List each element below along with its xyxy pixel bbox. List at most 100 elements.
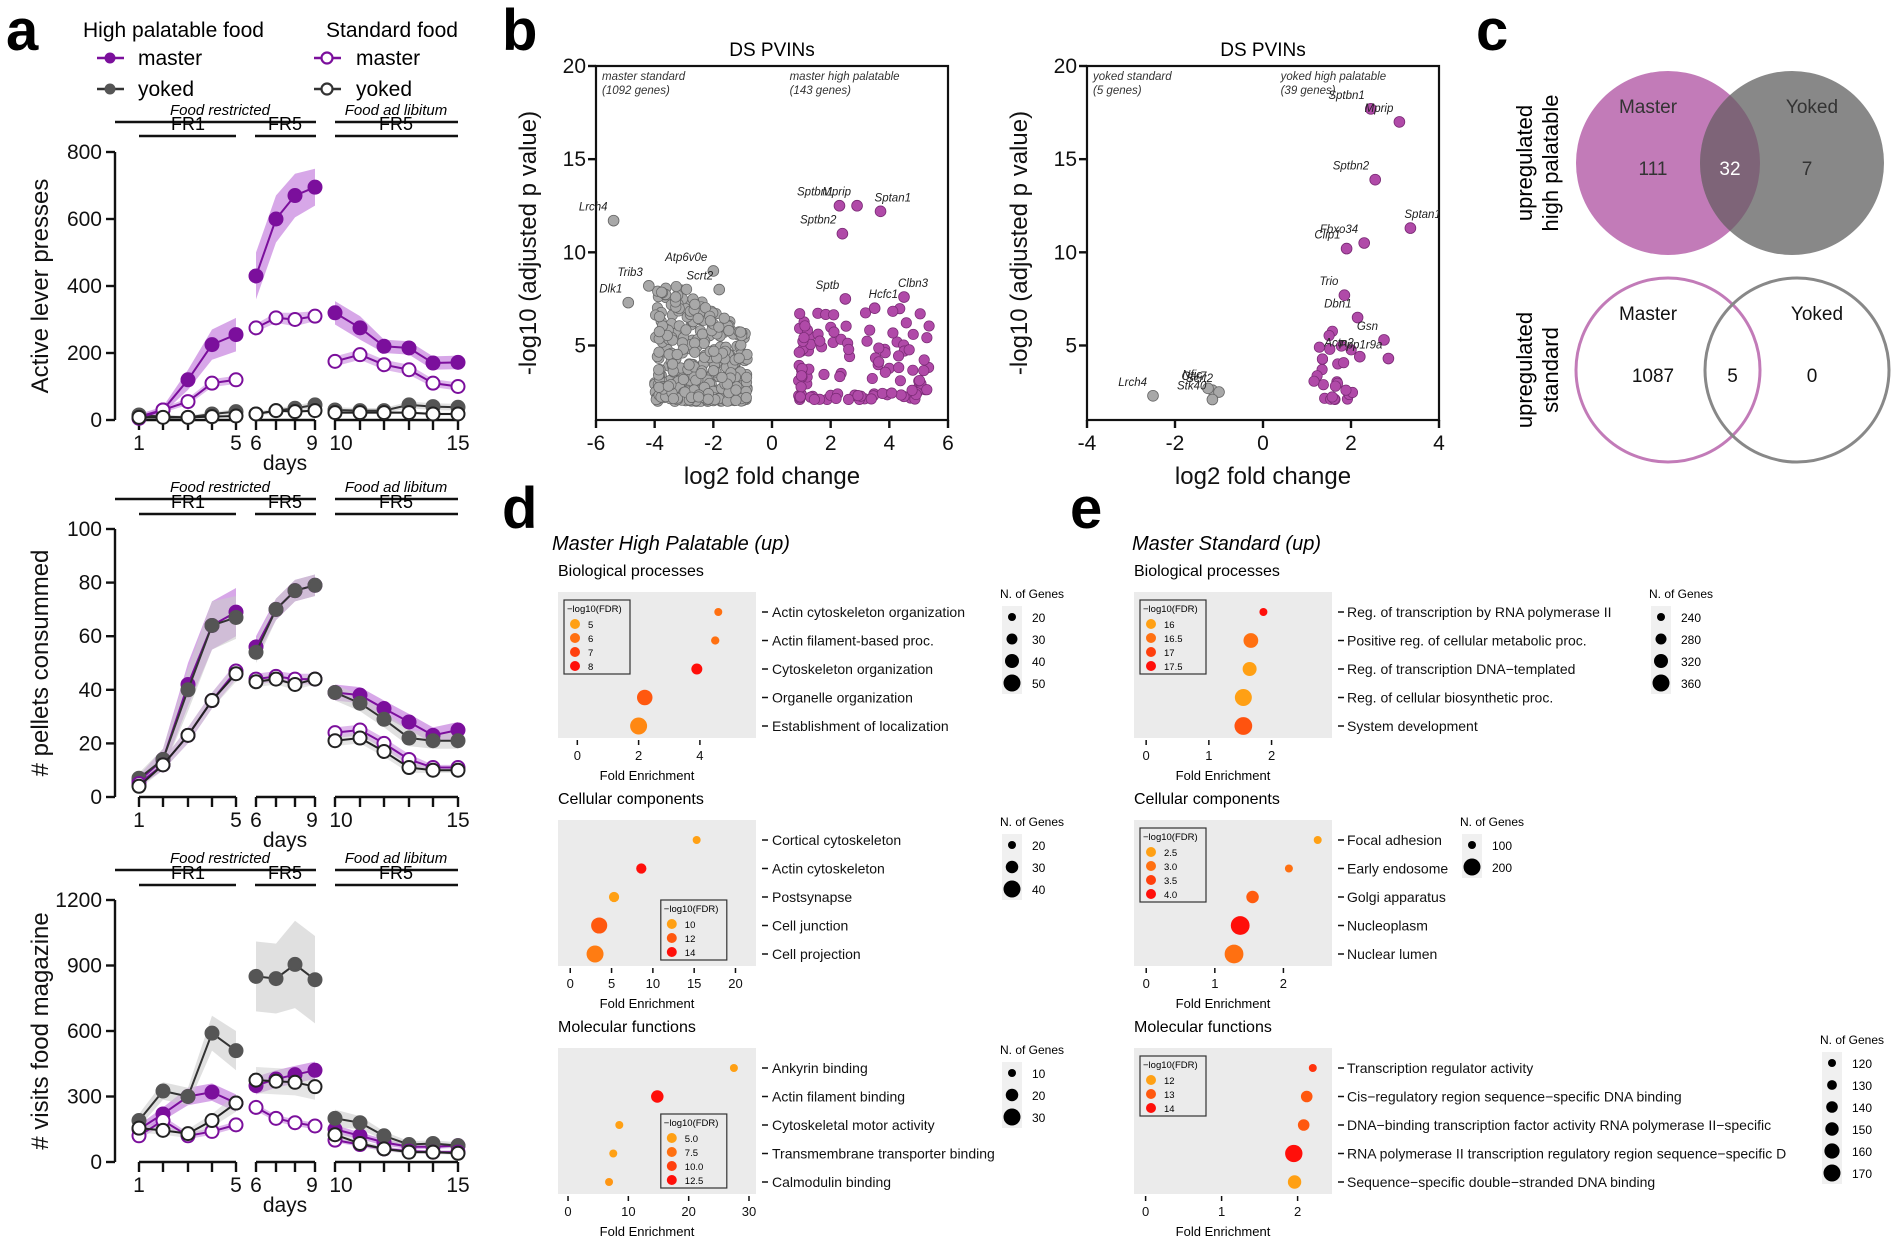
gene-point-labeled [836, 227, 849, 240]
gene-point [735, 339, 747, 351]
x-axis-label: Fold Enrichment [1176, 1224, 1271, 1237]
x-tick-label: 1 [1218, 1204, 1225, 1219]
go-term-point [1300, 1090, 1313, 1103]
y-axis-label: -log10 (adjusted p value) [515, 111, 542, 375]
gene-point [713, 321, 725, 333]
data-point [155, 409, 171, 425]
x-tick-label: 1 [133, 809, 145, 832]
y-tick-label: 5 [574, 334, 586, 357]
data-point [307, 1079, 323, 1095]
gene-point [1323, 330, 1335, 342]
legend-a: High palatable food Standard food master… [83, 19, 458, 101]
size-legend-swatch-icon [1825, 1122, 1839, 1136]
legend-marker-filled-purple-icon [104, 52, 116, 64]
size-legend-value: 130 [1852, 1079, 1872, 1093]
size-legend-value: 320 [1681, 655, 1701, 669]
data-point [450, 379, 466, 394]
data-point [450, 354, 466, 370]
y-tick-label: 800 [67, 141, 102, 164]
data-point [450, 406, 466, 422]
data-point [352, 405, 368, 421]
go-term-point [1234, 689, 1252, 706]
legend-item-hp-master: master [97, 47, 202, 70]
data-point [307, 308, 323, 324]
go-term-label: Nucleoplasm [1347, 918, 1428, 934]
y-tick-label: 300 [67, 1086, 102, 1109]
series-line [255, 409, 316, 415]
gene-label: Dlk1 [599, 284, 622, 296]
y-tick-label: 400 [67, 275, 102, 298]
x-axis-label: Fold Enrichment [1176, 768, 1271, 783]
gene-point-labeled [1354, 350, 1366, 363]
gene-point [683, 359, 695, 371]
gene-point [907, 364, 919, 376]
data-point [268, 1073, 284, 1089]
fdr-legend-value: 6 [588, 634, 593, 645]
chart-title: DS PVINs [729, 40, 815, 61]
gene-point-labeled [713, 283, 725, 296]
x-tick-label: 9 [306, 1174, 318, 1197]
fdr-legend-title: −log10(FDR) [1143, 832, 1198, 843]
gene-point [794, 308, 806, 320]
go-term-label: Actin filament binding [772, 1089, 905, 1105]
gene-point [718, 312, 730, 324]
gene-point [903, 344, 915, 356]
go-term-point [692, 836, 701, 844]
data-point [401, 340, 417, 356]
data-point [228, 1095, 244, 1111]
x-tick-label: 0 [567, 976, 574, 991]
size-legend-swatch-icon [1827, 1080, 1837, 1090]
gene-point [692, 391, 705, 403]
venn-count-overlap: 32 [1719, 159, 1740, 180]
gene-label: Nfic [1182, 369, 1202, 381]
gene-point [907, 328, 919, 340]
fdr-legend-swatch-icon [1146, 875, 1156, 885]
data-point [327, 353, 343, 369]
go-term-point [609, 1149, 618, 1158]
gene-point [886, 387, 898, 399]
gene-point-labeled [1382, 352, 1395, 365]
venn-row-label: high palatable [1538, 94, 1563, 231]
x-tick-label: 4 [696, 748, 703, 763]
fdr-legend-title: −log10(FDR) [664, 1118, 719, 1129]
data-point [401, 714, 417, 730]
fdr-legend-swatch-icon [1146, 619, 1156, 629]
x-tick-label: 5 [230, 809, 242, 832]
size-legend-value: 140 [1852, 1101, 1872, 1115]
x-tick-label: 0 [1142, 1204, 1149, 1219]
fdr-legend-title: −log10(FDR) [567, 604, 622, 615]
size-legend-title: N. of Genes [1820, 1033, 1884, 1047]
panel-letter-e: e [1070, 476, 1102, 541]
gene-point-labeled [622, 296, 635, 309]
gene-point-labeled [642, 280, 655, 292]
data-point [131, 1120, 147, 1136]
phase-label-restricted: Food restricted [170, 102, 271, 119]
size-legend-swatch-icon [1657, 613, 1665, 621]
annotation-left-count: (1092 genes) [602, 85, 670, 97]
size-legend-value: 30 [1032, 861, 1046, 875]
gene-point [680, 324, 692, 336]
x-tick-label: 20 [681, 1204, 695, 1219]
gene-label: Scrt2 [686, 271, 713, 283]
venn-standard: Master Yoked 1087 5 0 upregulated standard [1512, 276, 1891, 464]
go-term-point [1224, 944, 1244, 964]
venn-row-label: upregulated [1512, 105, 1537, 221]
gene-point [671, 348, 683, 360]
gene-label: Sptbn2 [1333, 161, 1370, 173]
gene-point-labeled [1393, 116, 1406, 128]
phase-label-fr5: FR5 [379, 114, 413, 134]
data-point [425, 375, 441, 391]
fdr-legend-title: −log10(FDR) [1143, 1060, 1198, 1071]
fdr-legend-swatch-icon [666, 1161, 677, 1171]
data-point [204, 693, 220, 709]
fdr-legend-swatch-icon [1146, 647, 1156, 657]
gene-point [653, 364, 665, 376]
gene-point [716, 371, 728, 383]
x-tick-label: 5 [608, 976, 615, 991]
size-legend-swatch-icon [1654, 654, 1668, 668]
data-point [401, 405, 417, 421]
go-panel-title: Master High Palatable (up) [552, 533, 790, 555]
series-line [255, 315, 316, 329]
gene-point [865, 393, 877, 405]
gene-point [913, 374, 926, 387]
